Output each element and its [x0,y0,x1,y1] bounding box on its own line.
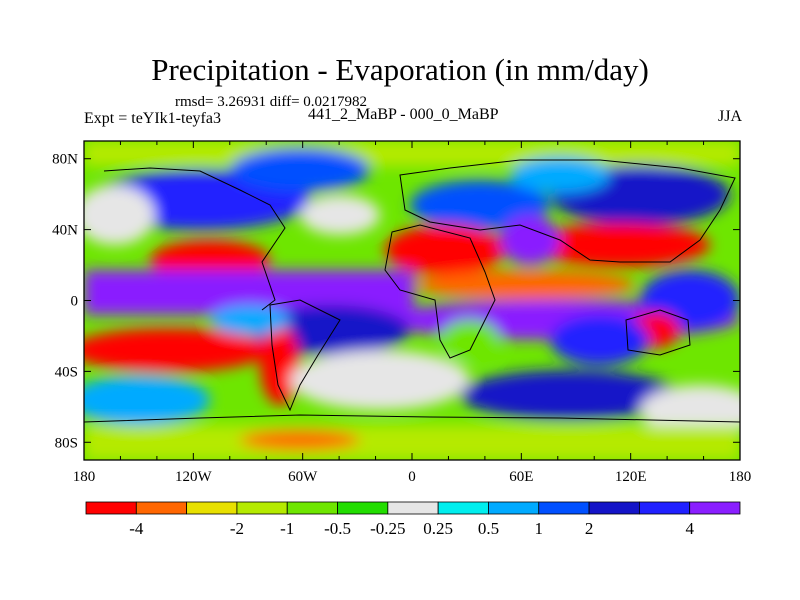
colorbar-box [588,501,640,515]
colorbar-label: 0.25 [423,519,453,538]
statistics-label: rmsd= 3.26931 diff= 0.0217982 [175,94,368,110]
colorbar-label: -1 [280,519,294,538]
colorbar [85,501,741,515]
field-plot [84,141,740,460]
x-tick-label: 180 [73,469,96,485]
colorbar-label: 4 [685,519,694,538]
coast-africa [384,224,496,359]
y-tick-label: 80N [52,152,78,168]
coast-south-america [269,299,341,412]
colorbar-box [638,501,691,515]
coast-antarctica [84,414,740,423]
y-tick-label: 40S [55,364,78,380]
x-tick-label: 0 [408,469,416,485]
colorbar-label: 0.5 [478,519,499,538]
colorbar-box [236,501,288,515]
map-title: Precipitation - Evaporation (in mm/day) [151,52,649,87]
x-tick-label: 180 [729,469,752,485]
colorbar-label: -0.25 [370,519,405,538]
x-tick-label: 120W [175,469,213,485]
colorbar-box [538,501,590,515]
coast-eurasia [399,159,736,263]
colorbar-box [85,501,137,515]
x-axis-labels: 180 120W 60W 0 60E 120E 180 [73,469,752,485]
y-tick-label: 80S [55,435,78,451]
x-tick-label: 120E [615,469,647,485]
comparison-label: 441_2_MaBP - 000_0_MaBP [308,106,499,123]
colorbar-box [286,501,338,515]
colorbar-label: -0.5 [324,519,351,538]
x-tick-label: 60E [509,469,533,485]
colorbar-box [186,501,238,515]
colorbar-label: 2 [585,519,594,538]
colorbar-label: -2 [230,519,244,538]
season-label: JJA [717,108,742,125]
colorbar-labels: -4 -2 -1 -0.5 -0.25 0.25 0.5 1 2 4 [129,519,694,538]
colorbar-box [437,501,489,515]
colorbar-box [689,501,741,515]
y-tick-label: 40N [52,223,78,239]
colorbar-box [387,501,439,515]
colorbar-label: -4 [129,519,144,538]
coast-north-america [103,167,286,311]
y-tick-label: 0 [71,294,79,310]
coast-australia [625,309,691,356]
x-tick-label: 60W [288,469,318,485]
coastlines [84,159,740,423]
colorbar-box [135,501,188,515]
colorbar-box [337,501,389,515]
axis-ticks [83,141,741,460]
colorbar-label: 1 [535,519,544,538]
y-axis-labels: 80N 40N 0 40S 80S [52,152,78,452]
experiment-label: Expt = teYIk1-teyfa3 [84,110,221,127]
colorbar-box [488,501,540,515]
